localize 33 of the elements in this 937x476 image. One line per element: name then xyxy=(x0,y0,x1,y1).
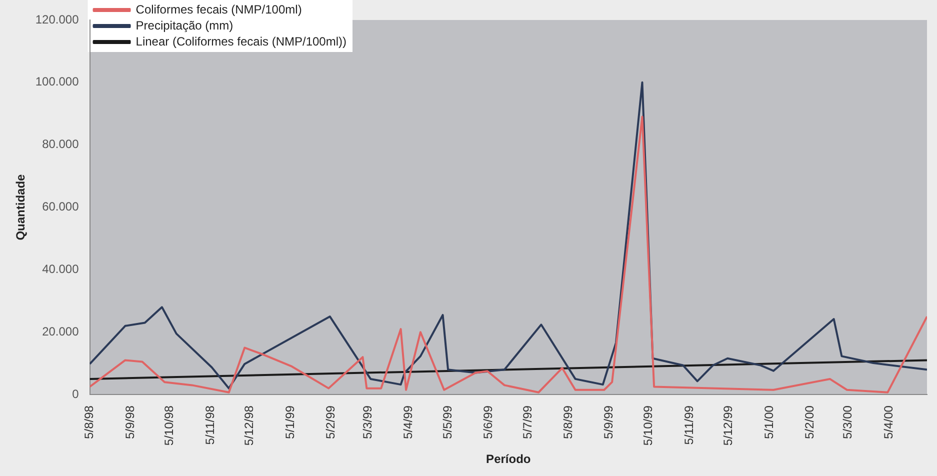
y-axis-title: Quantidade xyxy=(14,174,28,240)
x-axis-title: Período xyxy=(486,452,531,466)
x-tick-label: 5/4/99 xyxy=(400,405,415,439)
y-tick-label: 40.000 xyxy=(42,262,80,276)
y-tick-label: 120.000 xyxy=(35,12,80,26)
x-tick-label: 5/9/99 xyxy=(602,405,616,439)
x-tick-label: 5/6/99 xyxy=(481,405,496,439)
x-tick-label: 5/4/00 xyxy=(881,405,896,439)
x-tick-label: 5/5/99 xyxy=(440,405,454,439)
legend-label: Coliformes fecais (NMP/100ml) xyxy=(136,2,302,16)
y-tick-label: 100.000 xyxy=(35,74,80,89)
x-tick-label: 5/10/98 xyxy=(162,405,176,446)
y-tick-label: 20.000 xyxy=(42,324,80,338)
x-tick-label: 5/1/00 xyxy=(762,405,776,439)
x-tick-label: 5/3/00 xyxy=(840,405,855,439)
legend-label: Linear (Coliformes fecais (NMP/100ml)) xyxy=(136,34,347,48)
x-tick-label: 5/9/98 xyxy=(122,405,137,439)
x-tick-label: 5/2/99 xyxy=(324,405,338,439)
x-tick-label: 5/10/99 xyxy=(641,405,656,446)
y-tick-label: 60.000 xyxy=(42,200,80,214)
x-tick-label: 5/12/99 xyxy=(721,405,736,446)
x-tick-label: 5/2/00 xyxy=(802,405,817,439)
x-tick-label: 5/3/99 xyxy=(360,405,374,439)
x-tick-label: 5/11/98 xyxy=(202,405,217,445)
y-tick-label: 0 xyxy=(72,386,80,401)
x-tick-label: 5/11/99 xyxy=(682,405,696,445)
legend-label: Precipitação (mm) xyxy=(136,18,234,32)
x-tick-label: 5/8/98 xyxy=(82,405,96,439)
x-tick-label: 5/7/99 xyxy=(520,405,534,439)
x-tick-label: 5/1/99 xyxy=(282,405,297,439)
y-tick-label: 80.000 xyxy=(42,137,80,152)
x-tick-label: 5/12/98 xyxy=(242,405,256,446)
x-tick-label: 5/8/99 xyxy=(561,405,576,439)
